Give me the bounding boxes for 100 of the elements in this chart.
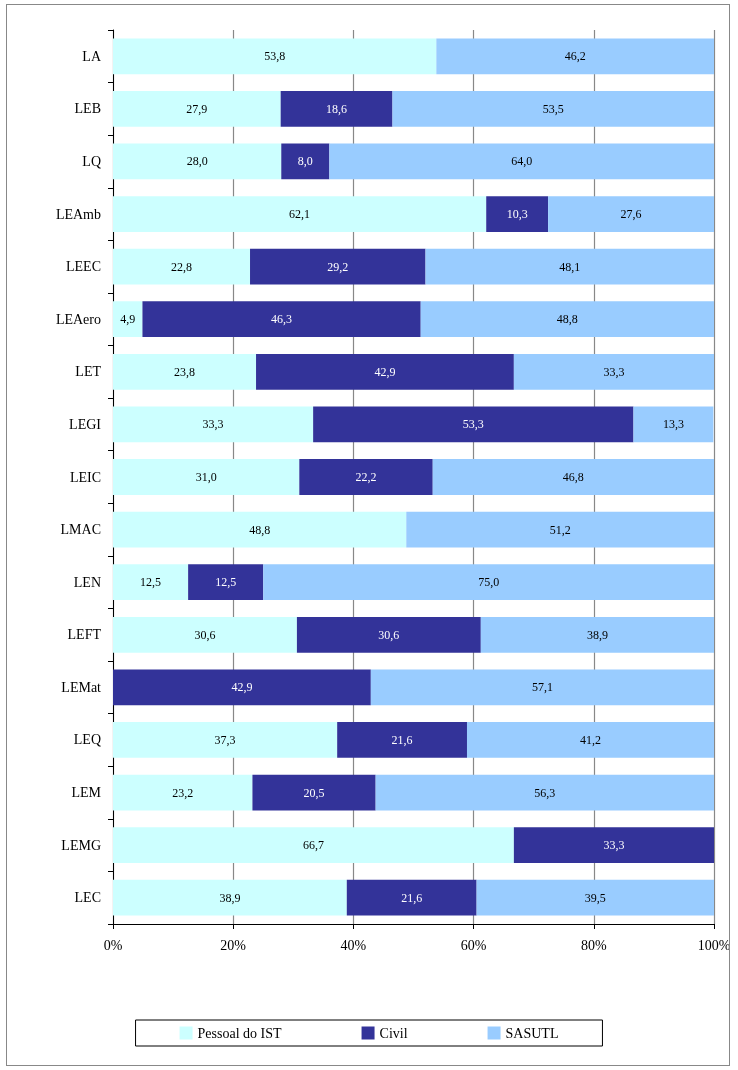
legend-label: Civil (379, 1025, 408, 1041)
bar (476, 879, 714, 916)
bar (392, 91, 714, 127)
bar (113, 248, 251, 285)
y-tick-label: LEFT (67, 627, 102, 643)
y-tick-label: LEQ (73, 732, 101, 748)
data-label: 22,8 (171, 259, 193, 274)
legend-label: SASUTL (505, 1025, 559, 1041)
data-label: 38,9 (219, 890, 241, 905)
bar (250, 248, 426, 285)
data-label: 27,9 (186, 101, 208, 116)
data-label: 39,5 (584, 890, 606, 905)
data-label: 75,0 (478, 575, 500, 590)
legend-label: Pessoal do IST (197, 1025, 282, 1041)
bar (142, 301, 421, 338)
data-label: 62,1 (289, 207, 311, 222)
data-label: 29,2 (327, 259, 349, 274)
data-label: 30,6 (194, 627, 216, 642)
data-label: 23,2 (172, 785, 194, 800)
y-tick-label: LEN (73, 574, 101, 590)
bar (113, 774, 253, 811)
bar (263, 564, 714, 601)
data-label: 57,1 (531, 680, 553, 695)
data-label: 53,3 (462, 417, 484, 432)
data-label: 4,9 (120, 312, 136, 327)
data-label: 51,2 (549, 522, 571, 537)
y-tick-label: LQ (82, 153, 101, 169)
bar (113, 38, 437, 75)
bar (188, 564, 264, 601)
data-label: 42,9 (231, 680, 253, 695)
bar (296, 616, 481, 653)
bar (337, 722, 467, 758)
bar (113, 616, 297, 653)
bar (113, 669, 371, 706)
bar (113, 143, 282, 180)
y-tick-label: LET (75, 364, 102, 380)
y-tick-label: LMAC (60, 522, 101, 538)
data-label: 13,3 (662, 417, 684, 432)
bar (113, 406, 314, 443)
bar (548, 196, 714, 232)
y-tick-label: LEAmb (55, 206, 101, 222)
bar (113, 459, 300, 495)
bar (113, 196, 487, 232)
data-label: 33,3 (202, 417, 224, 432)
data-label: 22,2 (355, 470, 377, 484)
bar (281, 143, 330, 180)
y-tick-label: LA (82, 48, 102, 64)
bar (256, 353, 514, 390)
bar (633, 406, 714, 443)
data-label: 64,0 (511, 154, 533, 169)
x-tick-label: 0% (103, 937, 123, 953)
y-tick-label: LEC (74, 890, 101, 906)
bar (113, 879, 347, 916)
y-tick-label: LEM (71, 785, 102, 801)
bar (425, 248, 714, 285)
data-label: 21,6 (401, 890, 423, 905)
bar (113, 722, 338, 758)
bar (329, 143, 714, 180)
bar (113, 827, 514, 863)
bar (346, 879, 477, 916)
bar (113, 301, 143, 338)
data-label: 46,2 (564, 49, 586, 64)
data-label: 48,8 (556, 312, 578, 327)
y-tick-label: LEMat (61, 679, 102, 695)
y-tick-label: LEMG (61, 837, 101, 853)
data-label: 53,5 (542, 101, 564, 116)
bar (513, 353, 714, 390)
data-label: 48,8 (249, 522, 271, 537)
data-label: 8,0 (297, 154, 313, 169)
x-tick-label: 60% (460, 937, 487, 953)
bar (299, 459, 433, 495)
data-label: 37,3 (214, 732, 236, 747)
bar (370, 669, 714, 706)
x-tick-label: 20% (220, 937, 247, 953)
bar (486, 196, 549, 232)
y-tick-label: LEAero (55, 311, 101, 327)
data-label: 41,2 (579, 732, 601, 747)
data-label: 66,7 (302, 838, 324, 853)
bar (313, 406, 634, 443)
y-tick-label: LEEC (66, 259, 101, 275)
data-label: 53,8 (264, 49, 286, 64)
x-tick-label: 80% (580, 937, 607, 953)
bar (513, 827, 714, 863)
data-label: 33,3 (603, 364, 625, 379)
bar (436, 38, 714, 75)
data-label: 12,5 (140, 575, 162, 590)
data-label: 27,6 (620, 207, 642, 222)
x-tick-label: 40% (340, 937, 367, 953)
bar (466, 722, 714, 758)
bar (113, 511, 407, 548)
bar (480, 616, 714, 653)
bar (113, 91, 281, 127)
data-label: 33,3 (603, 838, 625, 853)
data-label: 46,8 (562, 470, 584, 484)
bar (113, 564, 189, 601)
bar (375, 774, 714, 811)
data-label: 28,0 (186, 154, 208, 169)
data-label: 12,5 (215, 575, 237, 590)
bar (113, 353, 257, 390)
data-label: 46,3 (271, 312, 293, 327)
